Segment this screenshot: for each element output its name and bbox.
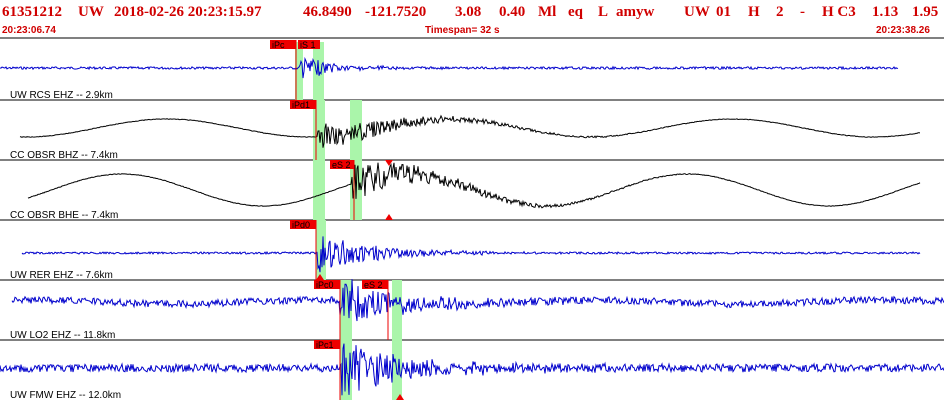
arrival-marker-icon xyxy=(396,394,404,400)
count: 2 xyxy=(776,4,784,20)
pick-flag: iPc1 xyxy=(314,340,341,400)
pick-flag: iPc xyxy=(270,40,297,100)
trace-label: UW FMW EHZ -- 12.0km xyxy=(10,390,121,400)
flag-h: H xyxy=(748,4,760,20)
pick-window xyxy=(313,100,325,220)
trace-label: UW LO2 EHZ -- 11.8km xyxy=(10,330,115,341)
svg-text:eS 2: eS 2 xyxy=(332,160,351,170)
pick-flag: iS 1 xyxy=(298,40,320,50)
depth: 3.08 xyxy=(455,4,482,20)
panel-borders xyxy=(0,37,944,341)
svg-text:iPc: iPc xyxy=(272,40,285,50)
event-id: 61351212 xyxy=(2,4,62,20)
author: amyw xyxy=(616,4,655,20)
event-header: 61351212 UW 2018-02-26 20:23:15.97 46.84… xyxy=(0,0,944,24)
waveform-trace xyxy=(19,114,921,148)
pick-flag: iPc0 xyxy=(314,280,341,340)
origin-datetime: 2018-02-26 20:23:15.97 xyxy=(114,4,262,20)
arrival-marker-icon xyxy=(316,274,324,280)
event-network: UW xyxy=(78,4,104,20)
svg-text:iPc1: iPc1 xyxy=(316,340,334,350)
waveform-trace xyxy=(11,279,944,322)
value-2: 1.95 xyxy=(912,4,939,20)
pick-window xyxy=(295,42,303,100)
waveform-trace xyxy=(27,162,921,209)
pick-flag: iPd0 xyxy=(290,220,317,280)
event-flag: L xyxy=(598,4,609,20)
svg-text:iS 1: iS 1 xyxy=(300,40,316,50)
pick-window xyxy=(392,280,402,400)
svg-text:iPd1: iPd1 xyxy=(292,100,310,110)
event-type: eq xyxy=(568,4,583,20)
latitude: 46.8490 xyxy=(303,4,352,20)
pick-markers: iPc iS 1 iPd1 eS 2 iPd0 iPc0 xyxy=(270,40,404,400)
value-1: 1.13 xyxy=(872,4,899,20)
pick-flag: iPd1 xyxy=(290,100,317,160)
svg-text:eS 2: eS 2 xyxy=(364,280,383,290)
trace-label: UW RER EHZ -- 7.6km xyxy=(10,270,113,281)
trace-label: CC OBSR BHZ -- 7.4km xyxy=(10,150,118,161)
trace-label: CC OBSR BHE -- 7.4km xyxy=(10,210,118,221)
pick-flag: eS 2 xyxy=(330,160,355,220)
arrival-marker-icon xyxy=(385,160,393,166)
pick-flag: eS 2 xyxy=(362,280,389,340)
svg-text:iPd0: iPd0 xyxy=(292,220,310,230)
svg-text:iPc0: iPc0 xyxy=(316,280,334,290)
magnitude: 0.40 xyxy=(499,4,526,20)
end-time: 20:23:38.26 xyxy=(876,25,930,36)
waveform-trace xyxy=(0,56,899,79)
arrival-marker-icon xyxy=(385,214,393,220)
longitude: -121.7520 xyxy=(365,4,427,20)
timespan: Timespan= 32 s xyxy=(425,25,500,36)
waveforms xyxy=(0,56,944,396)
start-time: 20:23:06.74 xyxy=(2,25,56,36)
waveform-trace xyxy=(0,343,944,396)
magnitude-type: Ml xyxy=(538,4,557,20)
source: UW xyxy=(684,4,710,20)
version: 01 xyxy=(716,4,731,20)
trace-label: UW RCS EHZ -- 2.9km xyxy=(10,90,113,101)
quality: H C3 xyxy=(822,4,856,20)
dash: - xyxy=(800,4,805,20)
waveform-trace xyxy=(21,236,921,273)
